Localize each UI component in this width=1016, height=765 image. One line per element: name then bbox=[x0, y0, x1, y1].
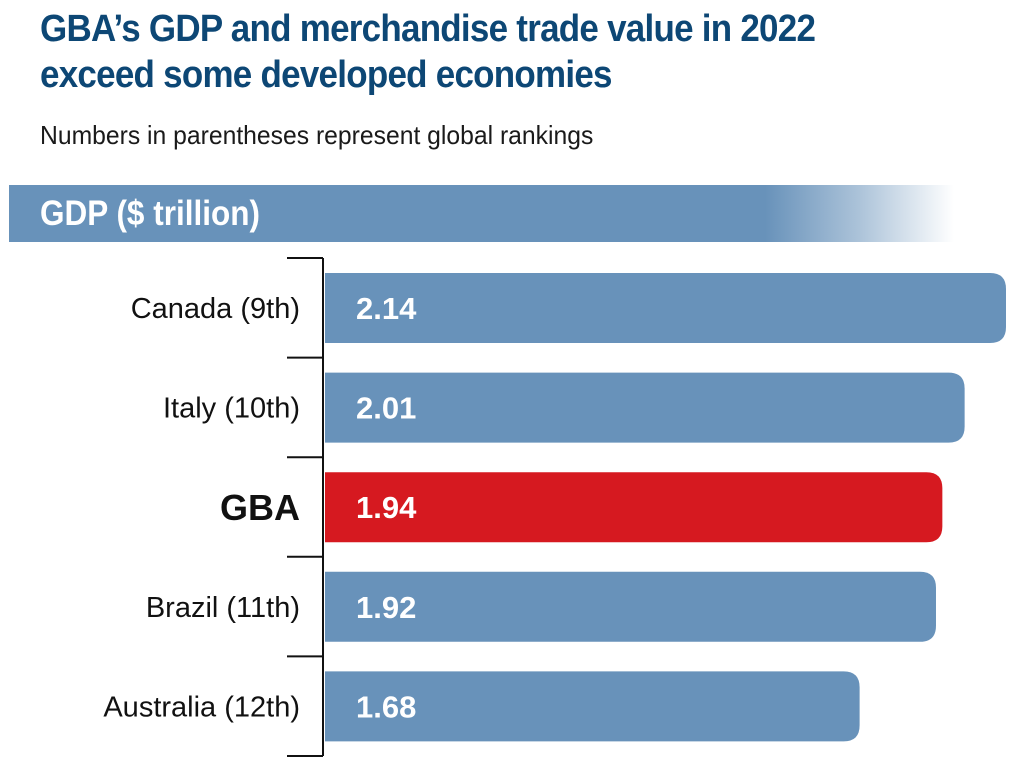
section-label: GDP ($ trillion) bbox=[40, 194, 260, 233]
axis-layer bbox=[287, 257, 324, 757]
category-label: Italy (10th) bbox=[163, 393, 300, 425]
value-label: 1.94 bbox=[356, 490, 417, 525]
value-label: 1.68 bbox=[356, 689, 416, 724]
chart-title: GBA’s GDP and merchandise trade value in… bbox=[40, 8, 816, 96]
category-label: Canada (9th) bbox=[131, 293, 300, 325]
bar-highlight bbox=[325, 472, 943, 543]
bar bbox=[325, 571, 936, 642]
category-label: GBA bbox=[220, 487, 300, 528]
category-label: Australia (12th) bbox=[103, 691, 300, 723]
section-header-band: GDP ($ trillion) bbox=[9, 185, 954, 242]
bar-layer: 2.14 Canada (9th) 2.01 Italy (10th) 1.94 GBA 1… bbox=[103, 273, 1006, 742]
value-label: 1.92 bbox=[356, 590, 416, 625]
bar bbox=[325, 671, 860, 742]
category-label: Brazil (11th) bbox=[146, 592, 300, 624]
value-label: 2.01 bbox=[356, 391, 416, 426]
value-label: 2.14 bbox=[356, 291, 417, 326]
chart-subtitle: Numbers in parentheses represent global … bbox=[40, 120, 594, 150]
bar bbox=[325, 372, 965, 443]
bar bbox=[325, 273, 1006, 343]
